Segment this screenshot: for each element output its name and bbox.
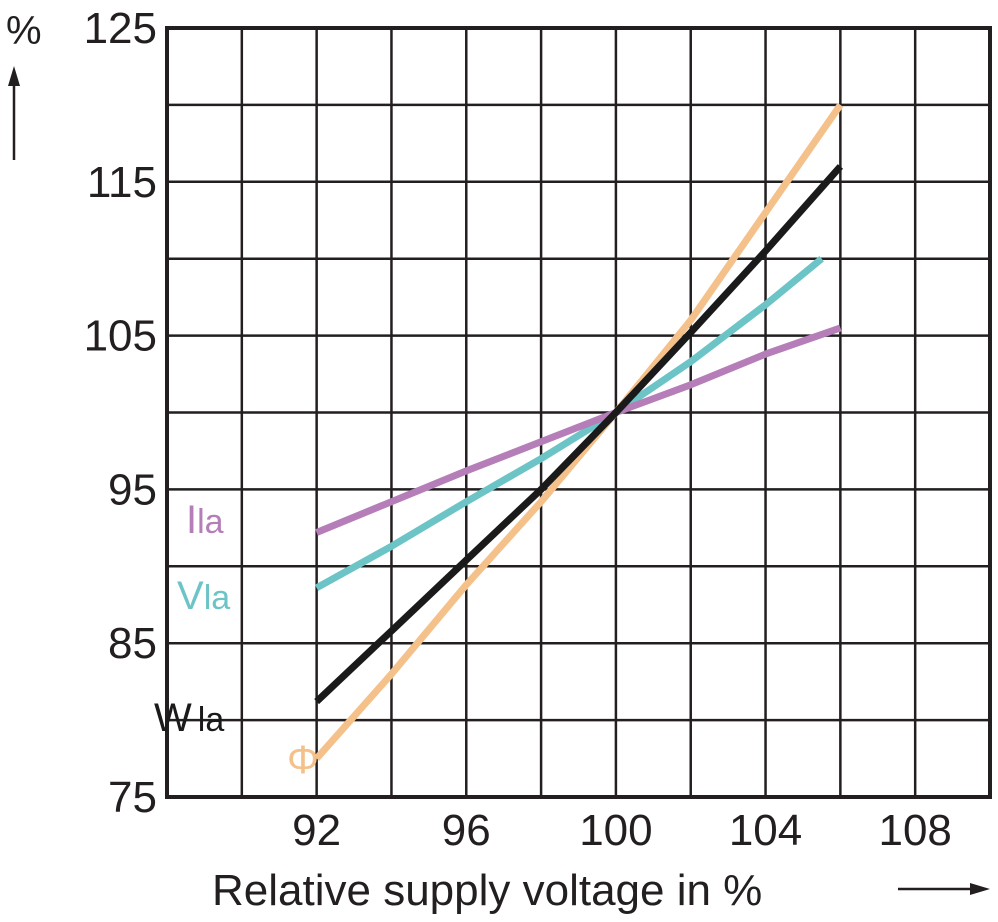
y-tick-label: 125 bbox=[84, 4, 157, 53]
label-vla-sub: la bbox=[204, 579, 231, 617]
x-axis-arrow-icon bbox=[898, 883, 990, 895]
x-tick-label: 104 bbox=[729, 806, 802, 855]
series-line-ila bbox=[315, 324, 842, 536]
y-tick-label: 85 bbox=[108, 619, 157, 668]
y-tick-label: 105 bbox=[84, 312, 157, 361]
y-axis-arrow-icon bbox=[8, 66, 20, 160]
label-phi: Φ bbox=[287, 738, 319, 782]
x-tick-labels: 92 96 100 104 108 bbox=[292, 806, 952, 855]
series-line-wla bbox=[314, 164, 844, 705]
y-tick-label: 115 bbox=[87, 158, 157, 207]
series-layer bbox=[313, 102, 844, 761]
label-ila-sub: la bbox=[197, 503, 224, 541]
label-ila: Ila bbox=[186, 498, 224, 542]
x-tick-label: 96 bbox=[442, 806, 491, 855]
label-wla-sub: la bbox=[198, 701, 225, 739]
label-wla-main: W bbox=[154, 696, 192, 740]
grid bbox=[167, 28, 990, 797]
y-tick-label: 75 bbox=[108, 773, 157, 822]
plot-frame bbox=[165, 26, 992, 799]
x-tick-label: 108 bbox=[878, 806, 951, 855]
series-line-vla bbox=[314, 255, 824, 591]
series-line-phi bbox=[313, 102, 844, 761]
label-vla: Vla bbox=[177, 574, 230, 618]
label-vla-main: V bbox=[177, 574, 204, 618]
y-axis-label: % bbox=[6, 9, 42, 53]
x-axis-title: Relative supply voltage in % bbox=[212, 866, 762, 915]
label-phi-main: Φ bbox=[287, 738, 319, 782]
x-tick-label: 92 bbox=[292, 806, 341, 855]
y-tick-label: 95 bbox=[108, 465, 157, 514]
label-ila-main: I bbox=[186, 498, 197, 542]
y-tick-labels: 125 115 105 95 85 75 bbox=[84, 4, 157, 822]
x-tick-label: 100 bbox=[579, 806, 652, 855]
